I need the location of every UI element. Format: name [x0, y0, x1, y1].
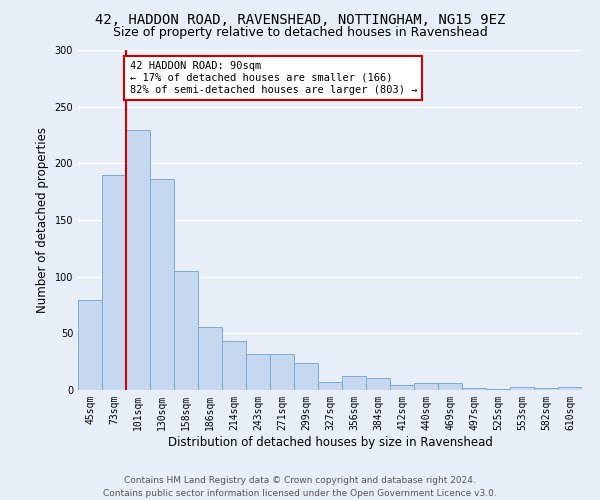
- Bar: [150, 179, 174, 390]
- Bar: [438, 383, 462, 390]
- Bar: [462, 388, 486, 390]
- Bar: [222, 342, 246, 390]
- Bar: [558, 386, 582, 390]
- Bar: [510, 386, 534, 390]
- Text: 42, HADDON ROAD, RAVENSHEAD, NOTTINGHAM, NG15 9EZ: 42, HADDON ROAD, RAVENSHEAD, NOTTINGHAM,…: [95, 12, 505, 26]
- Bar: [198, 326, 222, 390]
- Bar: [102, 174, 126, 390]
- Bar: [126, 130, 150, 390]
- Bar: [390, 386, 414, 390]
- Bar: [414, 383, 438, 390]
- Bar: [246, 354, 270, 390]
- Y-axis label: Number of detached properties: Number of detached properties: [36, 127, 49, 313]
- Bar: [270, 354, 294, 390]
- Bar: [534, 388, 558, 390]
- Bar: [78, 300, 102, 390]
- Text: Size of property relative to detached houses in Ravenshead: Size of property relative to detached ho…: [113, 26, 487, 39]
- Text: Contains HM Land Registry data © Crown copyright and database right 2024.
Contai: Contains HM Land Registry data © Crown c…: [103, 476, 497, 498]
- Bar: [294, 363, 318, 390]
- Bar: [318, 382, 342, 390]
- Bar: [342, 376, 366, 390]
- Text: 42 HADDON ROAD: 90sqm
← 17% of detached houses are smaller (166)
82% of semi-det: 42 HADDON ROAD: 90sqm ← 17% of detached …: [130, 62, 417, 94]
- X-axis label: Distribution of detached houses by size in Ravenshead: Distribution of detached houses by size …: [167, 436, 493, 448]
- Bar: [486, 389, 510, 390]
- Bar: [366, 378, 390, 390]
- Bar: [174, 271, 198, 390]
